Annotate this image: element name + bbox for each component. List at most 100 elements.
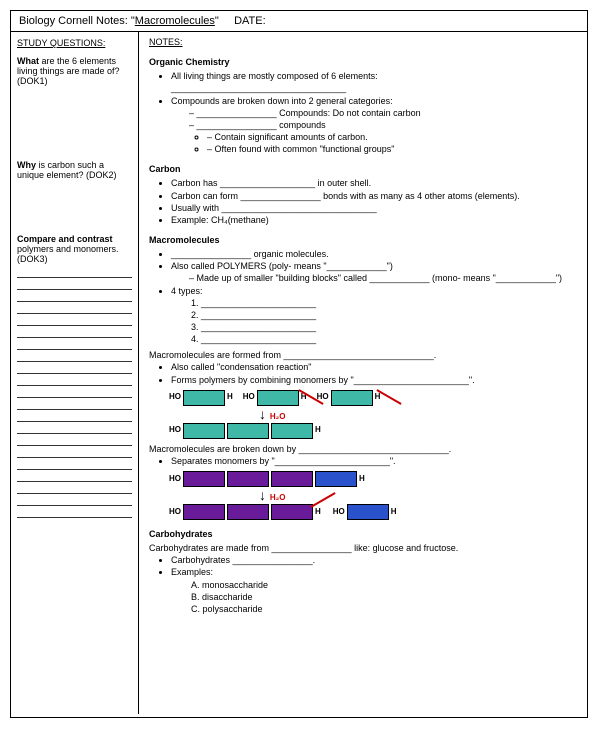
label-h: H (391, 507, 397, 518)
answer-line (17, 474, 132, 482)
example-b: B. disaccharide (191, 591, 577, 603)
label-h: H (227, 392, 233, 403)
q3-keyword: Compare and contrast (17, 234, 113, 244)
example-c: C. polysaccharide (191, 603, 577, 615)
notes-column: NOTES: Organic Chemistry All living thin… (139, 32, 587, 714)
answer-line (17, 282, 132, 290)
type-blank: _______________________ (201, 333, 577, 345)
note-item: Usually with ___________________________… (171, 202, 577, 214)
q3-text: polymers and monomers. (DOK3) (17, 244, 119, 264)
notes-heading: NOTES: (149, 36, 577, 48)
answer-line (17, 306, 132, 314)
type-blank: _______________________ (201, 321, 577, 333)
section-carbs: Carbohydrates (149, 528, 577, 540)
label-ho: HO (243, 392, 255, 403)
answer-line (17, 354, 132, 362)
label-h: H (375, 392, 381, 403)
answer-line (17, 510, 132, 518)
monomer-block (183, 423, 225, 439)
label-h: H (315, 425, 321, 436)
answer-line (17, 402, 132, 410)
q1-keyword: What (17, 56, 39, 66)
page: Biology Cornell Notes: "Macromolecules" … (10, 10, 588, 718)
label-h: H (359, 474, 365, 485)
question-1: What are the 6 elements living things ar… (17, 56, 132, 86)
monomer-block (227, 504, 269, 520)
label-ho: HO (169, 425, 181, 436)
monomer-block (271, 471, 313, 487)
header-suffix: " (215, 15, 219, 27)
monomer-block (271, 423, 313, 439)
study-questions-heading: STUDY QUESTIONS: (17, 38, 132, 48)
answer-line (17, 498, 132, 506)
note-item: All living things are mostly composed of… (171, 70, 577, 94)
type-blank: _______________________ (201, 297, 577, 309)
monomer-block (331, 390, 373, 406)
answer-line (17, 378, 132, 386)
answer-line (17, 426, 132, 434)
answer-line (17, 318, 132, 326)
note-item: Carbon has ___________________ in outer … (171, 177, 577, 189)
label-ho: HO (333, 507, 345, 518)
header-title: Macromolecules (135, 15, 215, 27)
arrow-down-icon: ↓ H₂O (259, 408, 577, 423)
arrow-down-icon: ↓ H₂O (259, 489, 577, 504)
header-prefix: Biology Cornell Notes: " (19, 15, 135, 27)
answer-line (17, 294, 132, 302)
answer-line (17, 390, 132, 398)
note-item: Carbohydrates ________________. (171, 554, 577, 566)
note-subsubitem: Often found with common "functional grou… (207, 143, 577, 155)
answer-line (17, 414, 132, 422)
q2-keyword: Why (17, 160, 36, 170)
monomer-block (183, 504, 225, 520)
monomer-block (347, 504, 389, 520)
note-subitem: Made up of smaller "building blocks" cal… (189, 272, 577, 284)
header: Biology Cornell Notes: "Macromolecules" … (11, 11, 587, 32)
note-item: ________________ organic molecules. (171, 248, 577, 260)
note-subitem: ________________ Compounds: Do not conta… (189, 107, 577, 119)
answer-line (17, 342, 132, 350)
monomer-block (315, 471, 357, 487)
question-2: Why is carbon such a unique element? (DO… (17, 160, 132, 180)
example-a: A. monosaccharide (191, 579, 577, 591)
body: STUDY QUESTIONS: What are the 6 elements… (11, 32, 587, 714)
note-item: Also called POLYMERS (poly- means "_____… (171, 260, 577, 284)
answer-line (17, 438, 132, 446)
note-item: Carbon can form ________________ bonds w… (171, 190, 577, 202)
label-ho: HO (169, 474, 181, 485)
answer-line (17, 450, 132, 458)
monomer-block (183, 471, 225, 487)
monomer-block (271, 504, 313, 520)
note-item: Compounds are broken down into 2 general… (171, 95, 577, 156)
answer-line (17, 270, 132, 278)
note-subsubitem: Contain significant amounts of carbon. (207, 131, 577, 143)
formed-text: Macromolecules are formed from _________… (149, 349, 577, 361)
answer-line (17, 462, 132, 470)
broken-text: Macromolecules are broken down by ______… (149, 443, 577, 455)
note-item: Separates monomers by "_________________… (171, 455, 577, 467)
section-macro: Macromolecules (149, 234, 577, 246)
note-item: 4 types: _______________________ _______… (171, 285, 577, 346)
monomer-block (183, 390, 225, 406)
label-h: H (315, 507, 321, 518)
question-3: Compare and contrast polymers and monome… (17, 234, 132, 518)
carbs-intro: Carbohydrates are made from ____________… (149, 542, 577, 554)
type-blank: _______________________ (201, 309, 577, 321)
condensation-diagram: HO H HO H HO H ↓ H₂O HO (169, 390, 577, 439)
hydrolysis-diagram: HO H ↓ H₂O HO H HO (169, 471, 577, 520)
answer-line (17, 330, 132, 338)
date-label: DATE: (234, 15, 266, 27)
h2o-label: H₂O (270, 493, 286, 502)
section-organic: Organic Chemistry (149, 56, 577, 68)
monomer-block (227, 471, 269, 487)
note-item: Also called "condensation reaction" (171, 361, 577, 373)
answer-line (17, 486, 132, 494)
answer-line (17, 366, 132, 374)
h2o-label: H₂O (270, 412, 286, 421)
label-ho: HO (169, 392, 181, 403)
study-questions-column: STUDY QUESTIONS: What are the 6 elements… (11, 32, 139, 714)
note-item: Example: CH₄(methane) (171, 214, 577, 226)
section-carbon: Carbon (149, 163, 577, 175)
note-subitem: ________________ compounds Contain signi… (189, 119, 577, 155)
monomer-block (227, 423, 269, 439)
